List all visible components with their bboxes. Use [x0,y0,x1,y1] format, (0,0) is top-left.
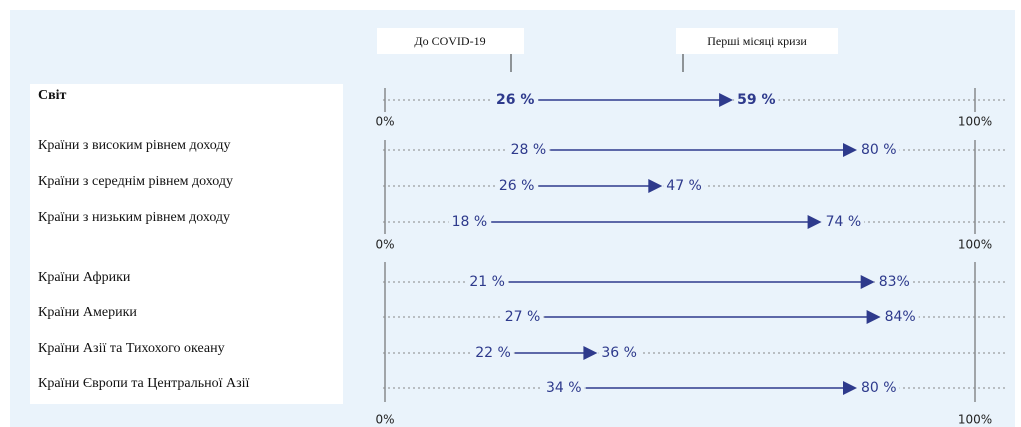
label-bg [875,273,913,291]
category-label: Країни Африки [38,270,131,285]
x-tick-label: 0% [375,115,394,129]
category-label: Країни Азії та Тихохого океану [38,341,225,356]
label-bg [858,141,900,159]
value-label: 26 % [496,92,534,108]
category-label: Країни з високим рівнем доходу [38,138,230,153]
label-bg [493,91,538,109]
value-label: 36 % [601,345,637,361]
value-label: 59 % [737,92,775,108]
value-label: 28 % [511,142,547,158]
value-label: 22 % [475,345,511,361]
label-bg [501,308,544,326]
value-label: 27 % [505,309,541,325]
label-bg [663,177,705,195]
label-bg [543,379,585,397]
value-label: 26 % [499,178,535,194]
value-label: 83% [879,274,910,290]
category-label: Країни Америки [38,305,137,320]
label-bg [598,344,640,362]
value-label: 21 % [469,274,505,290]
value-label: 84% [885,309,916,325]
arrow-head [843,381,857,395]
category-label: Світ [38,88,67,103]
x-tick-label: 100% [958,115,992,129]
arrow-head [843,143,857,157]
x-tick-label: 100% [958,238,992,252]
category-label: Країни з низьким рівнем доходу [38,210,230,225]
arrow-head [860,275,875,289]
label-bg [734,91,779,109]
x-tick-label: 100% [958,413,992,427]
label-bg [822,213,865,231]
value-label: 34 % [546,380,582,396]
label-bg [466,273,508,291]
arrow-head [866,310,881,324]
legend-box [676,28,838,54]
label-bg [448,213,491,231]
legend-box [377,28,524,54]
label-panel [30,84,343,404]
label-bg [507,141,550,159]
arrow-head [719,93,734,107]
legend-label: До COVID-19 [414,34,485,48]
legend-label: Перші місяці кризи [707,34,807,48]
label-bg [858,379,900,397]
label-bg [881,308,919,326]
value-label: 80 % [861,142,897,158]
value-label: 74 % [826,214,862,230]
category-label: Країни з середнім рівнем доходу [38,174,233,189]
arrow-head [583,346,598,360]
arrow-head [807,215,822,229]
value-label: 47 % [666,178,702,194]
label-bg [495,177,538,195]
arrow-head [648,179,663,193]
label-bg [472,344,514,362]
value-label: 18 % [452,214,488,230]
value-label: 80 % [861,380,897,396]
category-label: Країни Європи та Центральної Азії [38,376,249,391]
x-tick-label: 0% [375,238,394,252]
x-tick-label: 0% [375,413,394,427]
